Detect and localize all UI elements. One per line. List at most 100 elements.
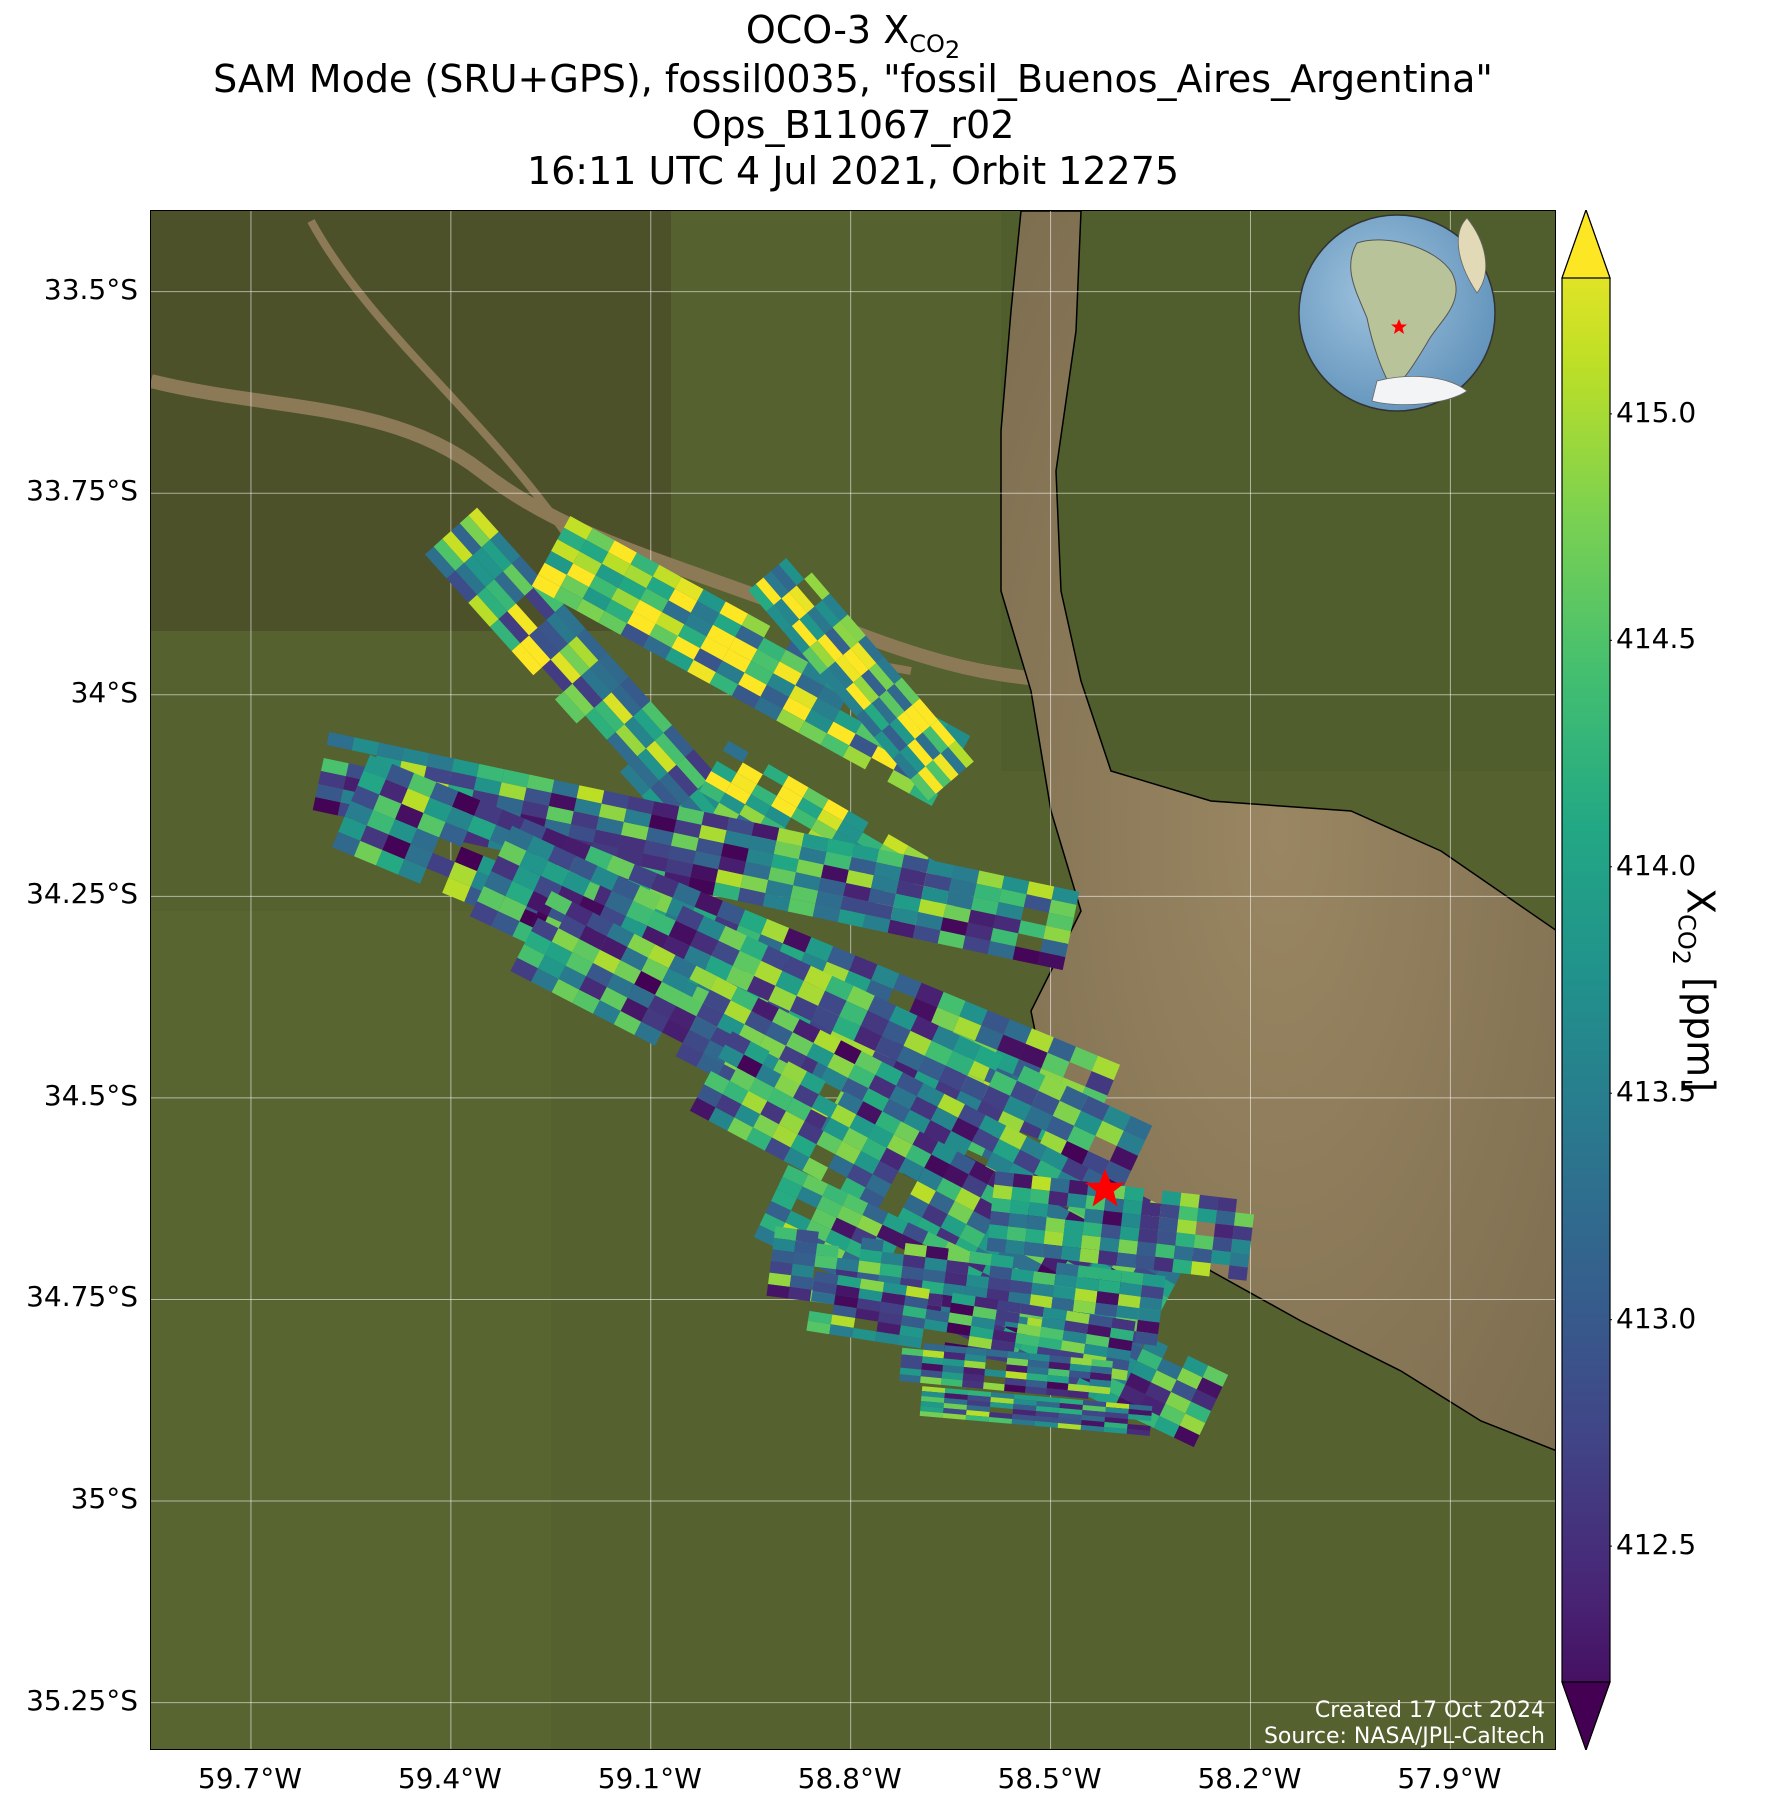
swath-cell bbox=[902, 1305, 927, 1319]
swath-cell bbox=[1063, 1219, 1084, 1235]
swath-cell bbox=[751, 997, 779, 1022]
swath-cell bbox=[597, 905, 627, 931]
swath-cell bbox=[876, 1321, 901, 1335]
swath-cell bbox=[848, 856, 877, 876]
swath-cell bbox=[849, 955, 878, 980]
swath-cell bbox=[1077, 1265, 1101, 1280]
swath-cell bbox=[650, 780, 681, 813]
swath-cell bbox=[905, 1285, 930, 1300]
swath-cell bbox=[812, 903, 841, 923]
swath-cell bbox=[990, 1402, 1014, 1409]
swath-cell bbox=[1040, 1147, 1069, 1171]
swath-cell bbox=[983, 1382, 1005, 1391]
swath-cell bbox=[880, 1251, 904, 1267]
swath-cell bbox=[886, 1134, 913, 1158]
swath-cell bbox=[455, 563, 486, 595]
swath-cell bbox=[477, 587, 508, 620]
swath-cell bbox=[758, 1035, 786, 1059]
swath-cell bbox=[846, 870, 874, 889]
swath-cell bbox=[967, 1395, 991, 1402]
swath-cell bbox=[1099, 1237, 1120, 1253]
swath-cell bbox=[1173, 1245, 1194, 1262]
swath-cell bbox=[1013, 1404, 1037, 1411]
swath-cell bbox=[995, 1111, 1025, 1137]
swath-cell bbox=[1006, 1226, 1027, 1242]
colorbar-tick-label: 414.0 bbox=[1616, 848, 1697, 882]
swath-cell bbox=[1067, 1125, 1096, 1151]
swath-cell bbox=[647, 910, 676, 936]
swath-cell bbox=[967, 1400, 991, 1407]
swath-cell bbox=[1013, 1149, 1041, 1174]
swath-cell bbox=[563, 516, 593, 540]
swath-cell bbox=[1097, 1279, 1121, 1294]
swath-cell bbox=[1122, 1199, 1143, 1215]
swath-cell bbox=[426, 852, 455, 878]
swath-cell bbox=[1011, 1186, 1032, 1202]
swath-cell bbox=[560, 574, 589, 599]
swath-cell bbox=[1135, 1254, 1156, 1270]
swath-cell bbox=[875, 1035, 904, 1061]
swath-cell bbox=[611, 875, 641, 901]
swath-cell bbox=[951, 1117, 979, 1142]
swath-cell bbox=[1086, 1324, 1112, 1338]
swath-cell bbox=[1139, 1394, 1166, 1416]
swath-cell bbox=[1175, 1232, 1196, 1248]
swath-cell bbox=[925, 1309, 950, 1323]
swath-cell bbox=[924, 1040, 954, 1066]
swath-cell bbox=[485, 579, 516, 612]
swath-cell bbox=[943, 1358, 965, 1367]
swath-cell bbox=[1232, 1225, 1253, 1241]
swath-cell bbox=[751, 649, 780, 674]
swath-cell bbox=[558, 915, 587, 939]
swath-cell bbox=[988, 1070, 1018, 1096]
swath-cell bbox=[633, 885, 662, 911]
swath-cell bbox=[943, 904, 971, 923]
swath-cell bbox=[1035, 1411, 1059, 1418]
swath-cell bbox=[1028, 1202, 1049, 1218]
swath-cell bbox=[585, 708, 616, 740]
swath-cell bbox=[520, 635, 551, 668]
swath-cell bbox=[921, 886, 949, 905]
swath-cell bbox=[544, 551, 574, 575]
swath-cell bbox=[1216, 1197, 1237, 1213]
swath-cell bbox=[1036, 1406, 1060, 1413]
globe-antarctica bbox=[1371, 376, 1468, 406]
swath-cell bbox=[989, 1265, 1013, 1280]
colorbar-tick-marks bbox=[1610, 413, 1612, 1547]
swath-cell bbox=[572, 676, 603, 708]
swath-cell bbox=[765, 1021, 793, 1046]
swath-cell bbox=[976, 870, 1005, 889]
swath-cell bbox=[1090, 1365, 1113, 1375]
swath-cell bbox=[354, 840, 383, 866]
swath-cell bbox=[873, 862, 902, 881]
swath-cell bbox=[1117, 1293, 1141, 1309]
swath-cell bbox=[974, 1101, 1003, 1127]
swath-cell bbox=[887, 919, 916, 939]
swath-cell bbox=[737, 887, 766, 907]
swath-cell bbox=[768, 985, 797, 1011]
colorbar-label-sub: CO bbox=[1673, 914, 1702, 950]
swath-cell bbox=[1069, 1370, 1091, 1379]
swath-cell bbox=[701, 811, 730, 831]
swath-cell bbox=[1047, 1037, 1076, 1062]
swath-cell bbox=[665, 858, 694, 878]
swath-cell bbox=[388, 819, 418, 844]
swath-cell bbox=[901, 854, 930, 873]
swath-cell bbox=[804, 709, 834, 734]
swath-cell bbox=[604, 890, 634, 916]
swath-cell bbox=[798, 721, 827, 745]
swath-cell bbox=[649, 623, 678, 648]
swath-cell bbox=[1020, 1136, 1048, 1161]
swath-cell bbox=[969, 1251, 993, 1266]
swath-cell bbox=[922, 1268, 946, 1284]
swath-cell bbox=[547, 845, 577, 871]
swath-cell bbox=[783, 1147, 810, 1171]
swath-cell bbox=[1213, 1223, 1234, 1239]
swath-cell bbox=[1105, 1402, 1130, 1409]
swath-cell bbox=[811, 1208, 837, 1230]
swath-cell bbox=[802, 1174, 829, 1196]
swath-cell bbox=[862, 1203, 889, 1225]
swath-cell bbox=[651, 801, 680, 820]
map-panel[interactable]: Created 17 Oct 2024 Source: NASA/JPL-Cal… bbox=[150, 210, 1556, 1750]
swath-cell bbox=[1081, 1415, 1105, 1422]
